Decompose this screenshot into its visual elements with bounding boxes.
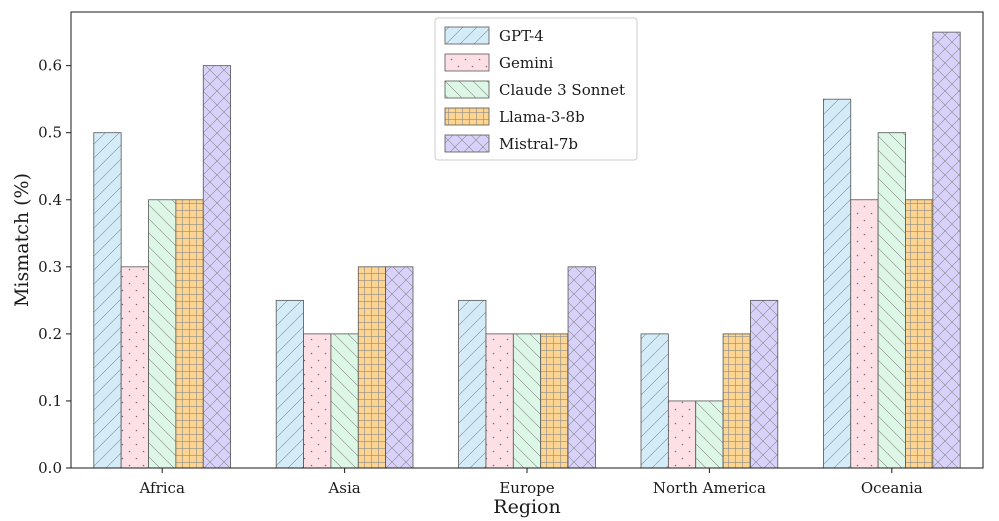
bar-llama-3-8b-north-america xyxy=(722,333,751,469)
x-tick-label: Africa xyxy=(138,479,184,497)
bar-gemini-north-america xyxy=(667,400,697,469)
bar-gpt-4-oceania xyxy=(823,98,852,469)
x-axis: Africa Asia Europe North America Oceania xyxy=(138,468,923,497)
y-tick-label: 0.2 xyxy=(38,325,62,343)
x-tick-label: North America xyxy=(653,479,766,497)
bar-mistral-7b-oceania xyxy=(932,31,961,469)
legend-swatch xyxy=(444,26,490,45)
legend-item: Claude 3 Sonnet xyxy=(444,80,625,99)
y-tick-label: 0.4 xyxy=(38,191,62,209)
x-tick-label: Asia xyxy=(327,479,360,497)
bar-claude-3-sonnet-north-america xyxy=(695,400,724,469)
x-tick-label: Oceania xyxy=(861,479,923,497)
legend-swatch xyxy=(444,53,490,72)
legend-label: Mistral-7b xyxy=(499,135,578,153)
bar-gemini-africa xyxy=(120,266,149,469)
legend-swatch xyxy=(444,80,490,99)
legend-item: Llama-3-8b xyxy=(444,107,585,126)
legend-swatch xyxy=(444,107,490,126)
bar-llama-3-8b-asia xyxy=(357,266,387,469)
bar-gpt-4-asia xyxy=(275,299,304,469)
legend: GPT-4 Gemini Claude 3 Sonnet Llama-3-8b Mist… xyxy=(434,17,638,161)
bar-gpt-4-europe xyxy=(458,299,487,469)
y-tick-label: 0.1 xyxy=(38,392,62,410)
bar-gpt-4-africa xyxy=(93,132,122,469)
bar-gpt-4-north-america xyxy=(640,333,669,469)
bar-claude-3-sonnet-europe xyxy=(512,333,542,469)
legend-label: Llama-3-8b xyxy=(499,108,585,126)
bar-mistral-7b-africa xyxy=(202,65,232,469)
legend-label: Claude 3 Sonnet xyxy=(499,81,625,99)
legend-item: Gemini xyxy=(444,53,554,72)
y-tick-label: 0.3 xyxy=(38,258,62,276)
x-tick-label: Europe xyxy=(499,479,554,497)
bar-gemini-oceania xyxy=(850,199,879,469)
legend-label: Gemini xyxy=(499,54,554,72)
legend-item: GPT-4 xyxy=(444,26,544,45)
bar-llama-3-8b-africa xyxy=(175,199,204,469)
bar-llama-3-8b-oceania xyxy=(905,199,934,469)
y-tick-label: 0.5 xyxy=(38,124,62,142)
x-axis-label: Region xyxy=(493,496,560,518)
bar-mistral-7b-asia xyxy=(385,266,414,469)
legend-swatch xyxy=(444,134,490,153)
bar-mistral-7b-north-america xyxy=(750,299,779,469)
bars-group xyxy=(93,31,961,469)
bar-llama-3-8b-europe xyxy=(540,333,569,469)
y-tick-label: 0.0 xyxy=(38,459,62,477)
y-axis: 0.0 0.1 0.2 0.3 0.4 0.5 0.6 xyxy=(38,57,71,477)
y-axis-label: Mismatch (%) xyxy=(11,173,33,307)
bar-gemini-asia xyxy=(303,333,332,469)
bar-gemini-europe xyxy=(485,333,514,469)
bar-mistral-7b-europe xyxy=(567,266,596,469)
bar-claude-3-sonnet-oceania xyxy=(877,132,906,469)
legend-label: GPT-4 xyxy=(499,27,544,45)
bar-claude-3-sonnet-africa xyxy=(148,199,177,469)
bar-claude-3-sonnet-asia xyxy=(330,333,359,469)
y-tick-label: 0.6 xyxy=(38,57,62,75)
legend-item: Mistral-7b xyxy=(444,134,578,153)
